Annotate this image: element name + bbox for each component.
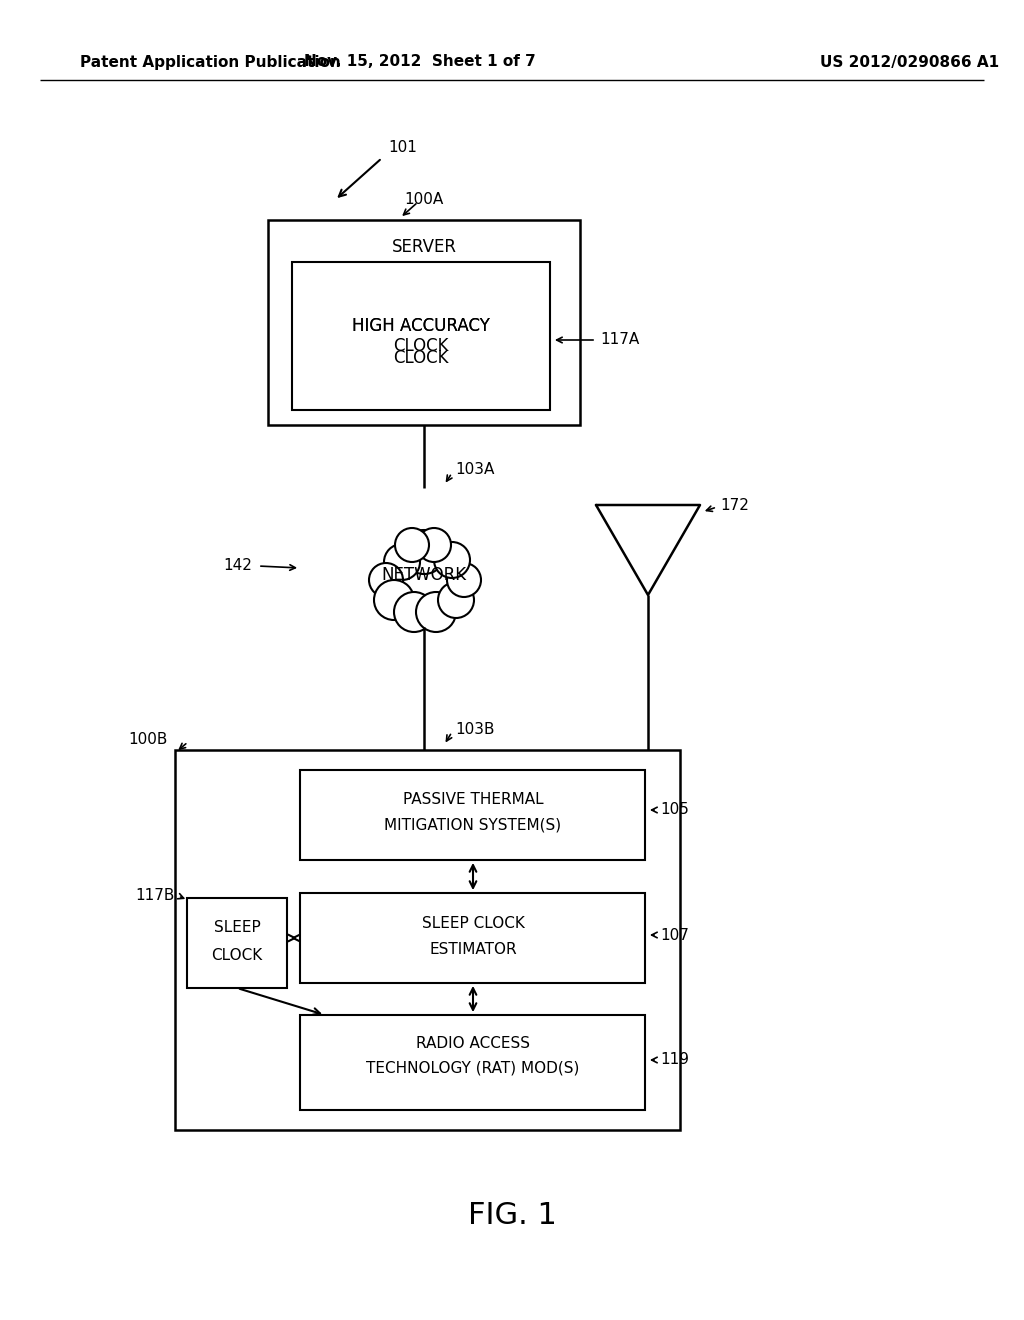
Text: 117B: 117B (135, 887, 175, 903)
Text: 100A: 100A (404, 193, 443, 207)
Text: 119: 119 (660, 1052, 689, 1068)
Text: PASSIVE THERMAL: PASSIVE THERMAL (402, 792, 544, 808)
Text: HIGH ACCURACY
CLOCK: HIGH ACCURACY CLOCK (352, 317, 489, 355)
Text: 172: 172 (720, 498, 749, 512)
Text: 105: 105 (660, 803, 689, 817)
Text: Nov. 15, 2012  Sheet 1 of 7: Nov. 15, 2012 Sheet 1 of 7 (304, 54, 536, 70)
Circle shape (447, 564, 481, 597)
Bar (300, 894, 645, 983)
Circle shape (395, 528, 429, 562)
Text: 101: 101 (388, 140, 417, 154)
Bar (187, 898, 287, 987)
Circle shape (416, 591, 456, 632)
Circle shape (417, 528, 451, 562)
Bar (292, 261, 550, 411)
Circle shape (374, 579, 414, 620)
Bar (300, 1015, 645, 1110)
Circle shape (402, 531, 446, 574)
Text: NETWORK: NETWORK (381, 566, 467, 583)
Circle shape (394, 591, 434, 632)
Bar (175, 750, 680, 1130)
Text: 103B: 103B (455, 722, 495, 738)
Text: Patent Application Publication: Patent Application Publication (80, 54, 341, 70)
Text: 107: 107 (660, 928, 689, 942)
Text: TECHNOLOGY (RAT) MOD(S): TECHNOLOGY (RAT) MOD(S) (367, 1060, 580, 1076)
Text: 142: 142 (223, 557, 252, 573)
Text: ESTIMATOR: ESTIMATOR (429, 942, 517, 957)
Text: RADIO ACCESS: RADIO ACCESS (416, 1035, 530, 1051)
Circle shape (438, 582, 474, 618)
Circle shape (434, 543, 470, 578)
Text: 100B: 100B (129, 733, 168, 747)
Text: SLEEP: SLEEP (214, 920, 260, 936)
Text: SLEEP CLOCK: SLEEP CLOCK (422, 916, 524, 931)
Bar (300, 770, 645, 861)
Text: US 2012/0290866 A1: US 2012/0290866 A1 (820, 54, 999, 70)
Circle shape (369, 564, 403, 597)
Circle shape (384, 544, 420, 579)
Text: FIG. 1: FIG. 1 (468, 1200, 556, 1229)
Text: SERVER: SERVER (391, 238, 457, 256)
Text: CLOCK: CLOCK (211, 948, 262, 962)
Text: CLOCK: CLOCK (393, 348, 449, 367)
Text: 117A: 117A (600, 333, 639, 347)
Text: 103A: 103A (455, 462, 495, 478)
Bar (268, 220, 580, 425)
Text: MITIGATION SYSTEM(S): MITIGATION SYSTEM(S) (384, 817, 561, 833)
Text: HIGH ACCURACY: HIGH ACCURACY (352, 317, 489, 335)
